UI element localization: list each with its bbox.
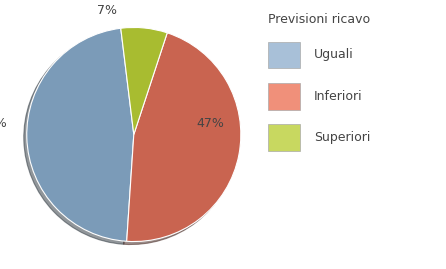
FancyBboxPatch shape — [268, 83, 300, 110]
FancyBboxPatch shape — [268, 125, 300, 151]
Text: 46%: 46% — [0, 117, 8, 130]
Wedge shape — [121, 27, 167, 134]
FancyBboxPatch shape — [268, 41, 300, 68]
Text: Inferiori: Inferiori — [314, 90, 363, 103]
Text: Previsioni ricavo: Previsioni ricavo — [268, 13, 370, 26]
Text: Uguali: Uguali — [314, 48, 354, 61]
Wedge shape — [127, 33, 241, 242]
Text: 47%: 47% — [196, 117, 224, 130]
Text: Superiori: Superiori — [314, 131, 370, 144]
Wedge shape — [27, 28, 134, 241]
Text: 7%: 7% — [97, 4, 117, 17]
